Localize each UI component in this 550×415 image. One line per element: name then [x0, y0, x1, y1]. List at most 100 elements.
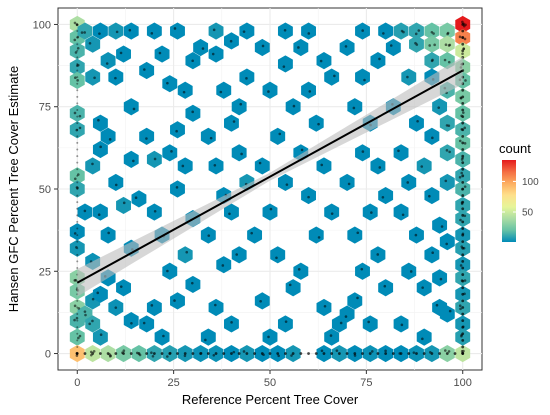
data-point [181, 164, 185, 168]
data-point [307, 195, 310, 199]
hex-bin [231, 144, 247, 162]
data-point [74, 51, 78, 54]
hex-bin [85, 157, 101, 175]
data-point [356, 231, 360, 235]
hex-bin [100, 127, 116, 145]
hex-bin [378, 279, 394, 297]
data-point [461, 299, 465, 303]
data-point [76, 82, 79, 85]
data-point [175, 186, 179, 189]
hex-bin [416, 328, 432, 346]
data-point [299, 352, 303, 355]
data-point [108, 138, 112, 141]
hex-bin [170, 292, 185, 310]
hex-bin [85, 35, 101, 53]
data-point [401, 213, 405, 217]
data-point [444, 43, 448, 47]
hex-bin [254, 38, 270, 57]
hex-bin [162, 144, 178, 162]
data-point [284, 320, 288, 323]
data-point [320, 349, 324, 353]
data-point [461, 200, 465, 204]
data-point [307, 32, 311, 35]
data-point [73, 232, 77, 235]
hex-bin [370, 157, 386, 175]
hex-bin [116, 279, 131, 297]
hex-bin [92, 328, 108, 346]
data-point [76, 89, 79, 92]
data-point [114, 183, 118, 187]
data-point [76, 109, 79, 112]
data-point [76, 207, 79, 210]
data-point [191, 352, 195, 355]
data-point [420, 165, 424, 168]
data-point [363, 78, 366, 82]
data-point [461, 52, 464, 56]
hex-bin [139, 315, 155, 333]
hex-bin [439, 35, 455, 53]
data-point [415, 43, 419, 46]
data-point [284, 352, 287, 355]
hex-bin [455, 196, 471, 215]
data-point [76, 174, 79, 177]
data-point [430, 352, 434, 355]
data-point [317, 236, 321, 239]
hex-bin [193, 38, 209, 57]
hex-bin [146, 298, 162, 317]
hex-bin [347, 226, 363, 244]
data-point [461, 352, 465, 355]
data-point [76, 155, 79, 158]
data-point [76, 43, 79, 46]
hex-bin [69, 104, 85, 122]
data-point [99, 145, 102, 149]
data-point [276, 352, 280, 355]
data-point [461, 266, 465, 270]
data-point [78, 126, 82, 130]
hex-bin [69, 328, 85, 346]
hex-bin [293, 38, 309, 57]
data-point [91, 352, 95, 355]
hex-bin [92, 203, 108, 221]
data-point [440, 225, 444, 228]
data-point [228, 212, 231, 216]
data-point [75, 23, 79, 26]
data-point [76, 186, 79, 190]
hex-bin [177, 81, 193, 99]
data-point [370, 350, 374, 353]
data-point [288, 283, 292, 287]
data-points [73, 20, 467, 358]
data-point [76, 35, 80, 39]
data-point [416, 119, 419, 123]
data-point [105, 62, 109, 65]
data-point [458, 304, 462, 308]
hex-bin [239, 22, 255, 40]
data-point [322, 352, 326, 355]
data-point [275, 256, 278, 260]
data-point [107, 231, 110, 235]
hex-bin [439, 22, 455, 40]
data-point [448, 309, 452, 313]
data-point [433, 43, 436, 47]
hex-bin [177, 246, 193, 264]
data-point [267, 90, 270, 93]
hex-bin [409, 22, 424, 40]
hex-bin [170, 22, 185, 40]
data-point [214, 352, 218, 355]
data-point [261, 44, 265, 48]
data-point [461, 20, 464, 24]
data-point [339, 321, 343, 325]
data-point [122, 201, 126, 205]
data-point [166, 81, 169, 85]
hex-bin [262, 81, 278, 99]
data-point [76, 36, 79, 39]
data-point [461, 279, 465, 283]
hex-bin [69, 167, 85, 185]
data-point [76, 240, 79, 243]
hex-bin [92, 114, 108, 132]
data-point [76, 247, 79, 250]
data-point [361, 150, 365, 153]
data-point [166, 355, 169, 358]
data-point [445, 352, 449, 355]
x-tick-label: 100 [454, 377, 472, 389]
hex-bin [254, 157, 270, 175]
